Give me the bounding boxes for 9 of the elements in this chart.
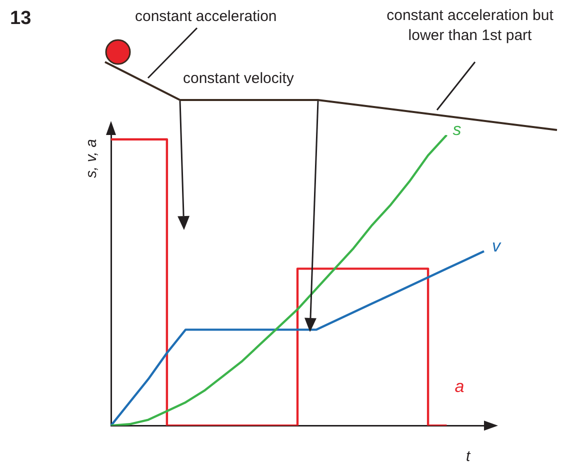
text: constant velocity <box>183 70 294 87</box>
text: 13 <box>10 8 32 30</box>
y-axis-title: s, v, a <box>82 139 100 178</box>
series-label: a <box>454 376 464 396</box>
text: constant acceleration <box>135 8 277 25</box>
text: constant acceleration but lower than 1st part <box>386 6 554 46</box>
series-label: v <box>492 236 502 256</box>
x-axis-title: t <box>466 448 470 465</box>
series-label: s <box>452 120 462 140</box>
